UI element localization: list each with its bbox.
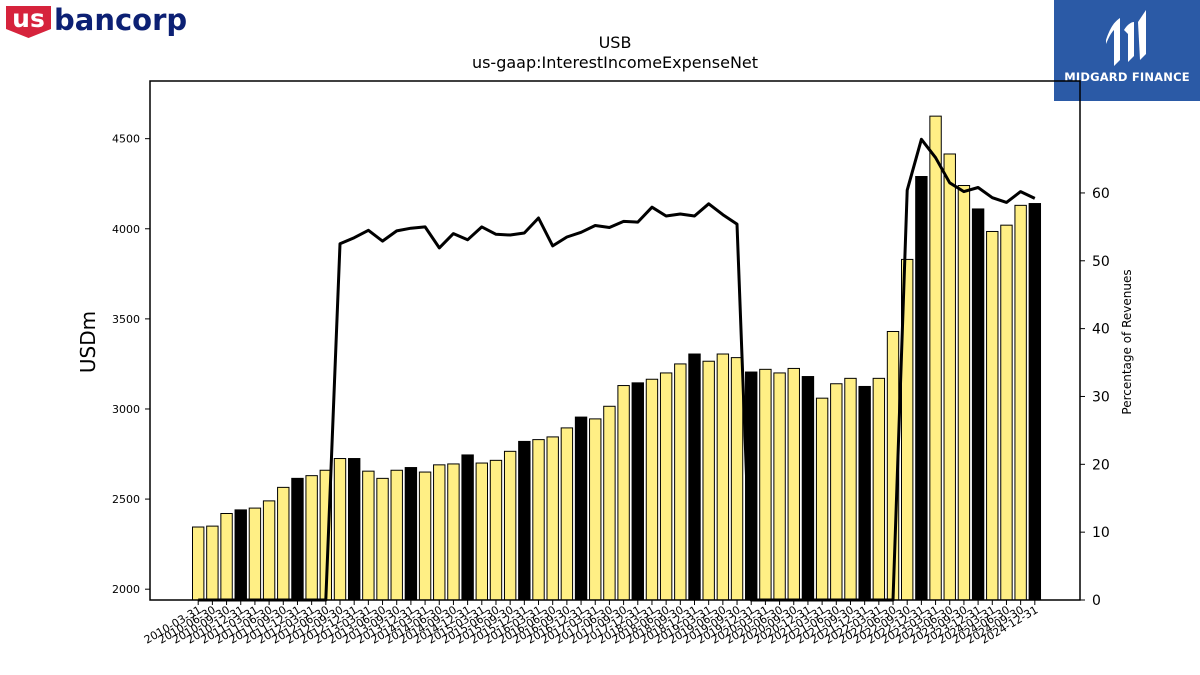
bar: [503, 450, 517, 601]
bar: [589, 418, 602, 601]
bar: [390, 469, 403, 601]
bar: [475, 462, 489, 601]
bar: [943, 153, 956, 601]
bar: [801, 376, 815, 601]
bar: [659, 372, 673, 601]
bar: [773, 372, 786, 601]
bar: [206, 525, 219, 601]
bar: [333, 458, 347, 601]
bar: [277, 486, 290, 601]
bar: [787, 367, 800, 601]
bar: [347, 458, 361, 601]
y-tick-label: 2500: [112, 493, 140, 506]
bar: [759, 368, 772, 601]
bar: [858, 385, 871, 601]
y-tick-label: 4500: [112, 133, 140, 146]
midgard-finance-brand-text: MIDGARD FINANCE: [1064, 70, 1190, 84]
bar: [603, 405, 616, 601]
usbancorp-logo: us bancorp: [4, 2, 204, 42]
bar: [617, 385, 630, 601]
bar: [844, 377, 857, 601]
y2-tick-label: 60: [1092, 186, 1110, 202]
bar: [688, 353, 701, 601]
y2-tick-label: 0: [1092, 593, 1101, 609]
plot-frame: [149, 80, 1081, 601]
y-tick-label: 3500: [112, 313, 140, 326]
usb-logo-bancorp-text: bancorp: [54, 3, 187, 37]
bar: [404, 467, 418, 601]
y-tick-label: 4000: [112, 223, 140, 236]
y2-axis-label: Percentage of Revenues: [1120, 269, 1134, 414]
bar: [433, 464, 446, 601]
midgard-mark-icon: [1106, 10, 1146, 66]
midgard-finance-logo: MIDGARD FINANCE: [1054, 0, 1200, 101]
bar: [830, 383, 843, 601]
bar: [645, 378, 659, 601]
usb-logo-us-text: us: [12, 4, 45, 33]
bar: [489, 459, 503, 601]
bars-group: [192, 115, 1042, 601]
bar: [220, 513, 233, 601]
bar: [560, 427, 574, 601]
bar: [815, 397, 829, 601]
y2-tick-label: 20: [1092, 457, 1110, 473]
y-tick-label: 2000: [112, 583, 140, 596]
bar: [716, 353, 730, 601]
y2-tick-label: 30: [1092, 389, 1110, 405]
bar: [518, 440, 531, 601]
bar: [631, 382, 644, 601]
bar: [574, 416, 588, 601]
bar: [248, 507, 262, 601]
y-tick-label: 3000: [112, 403, 140, 416]
bar: [730, 357, 744, 601]
y2-tick-label: 50: [1092, 254, 1110, 270]
bar: [376, 477, 389, 601]
percentage-line: [198, 137, 1036, 602]
bar: [192, 526, 205, 601]
bar: [291, 477, 304, 601]
y-axis-label: USDm: [76, 311, 100, 373]
chart-subtitle: us-gaap:InterestIncomeExpenseNet: [472, 53, 758, 72]
bar: [1028, 203, 1042, 601]
bar: [915, 176, 928, 601]
bar: [872, 377, 886, 601]
bar: [957, 185, 971, 601]
bar: [674, 363, 687, 601]
bar: [362, 470, 375, 601]
bar: [1000, 224, 1013, 601]
bar: [262, 500, 276, 601]
bar: [1014, 204, 1027, 601]
y2-tick-label: 10: [1092, 525, 1110, 541]
bar: [971, 208, 985, 601]
bar: [929, 115, 942, 601]
line-group: [198, 137, 1036, 602]
bar: [986, 230, 999, 601]
axes-group: 2000 2500 3000 3500 4000 4500 0 10 20 30 40 50 60: [112, 80, 1110, 609]
bar: [702, 360, 715, 601]
chart-title: USB: [599, 33, 632, 52]
bar: [234, 509, 247, 601]
bar: [532, 439, 545, 601]
y2-tick-label: 40: [1092, 322, 1110, 338]
usb-shield-icon: [6, 6, 51, 38]
bar: [461, 454, 474, 601]
bar: [546, 436, 559, 601]
bar: [305, 475, 318, 601]
bar: [447, 463, 460, 601]
x-ticks-group: 2010-03-312010-06-302010-09-302010-12-31…: [142, 600, 1040, 647]
bar: [418, 471, 432, 601]
